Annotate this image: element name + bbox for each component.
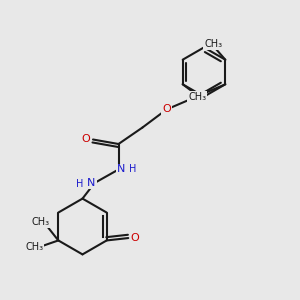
Text: N: N — [87, 178, 96, 188]
Text: CH₃: CH₃ — [204, 39, 222, 49]
Text: CH₃: CH₃ — [31, 218, 50, 227]
Text: CH₃: CH₃ — [188, 92, 206, 102]
Text: H: H — [129, 164, 137, 174]
Text: O: O — [81, 134, 90, 145]
Text: O: O — [131, 233, 140, 243]
Text: CH₃: CH₃ — [25, 242, 44, 252]
Text: O: O — [162, 104, 171, 115]
Text: N: N — [117, 164, 126, 175]
Text: H: H — [76, 178, 83, 189]
